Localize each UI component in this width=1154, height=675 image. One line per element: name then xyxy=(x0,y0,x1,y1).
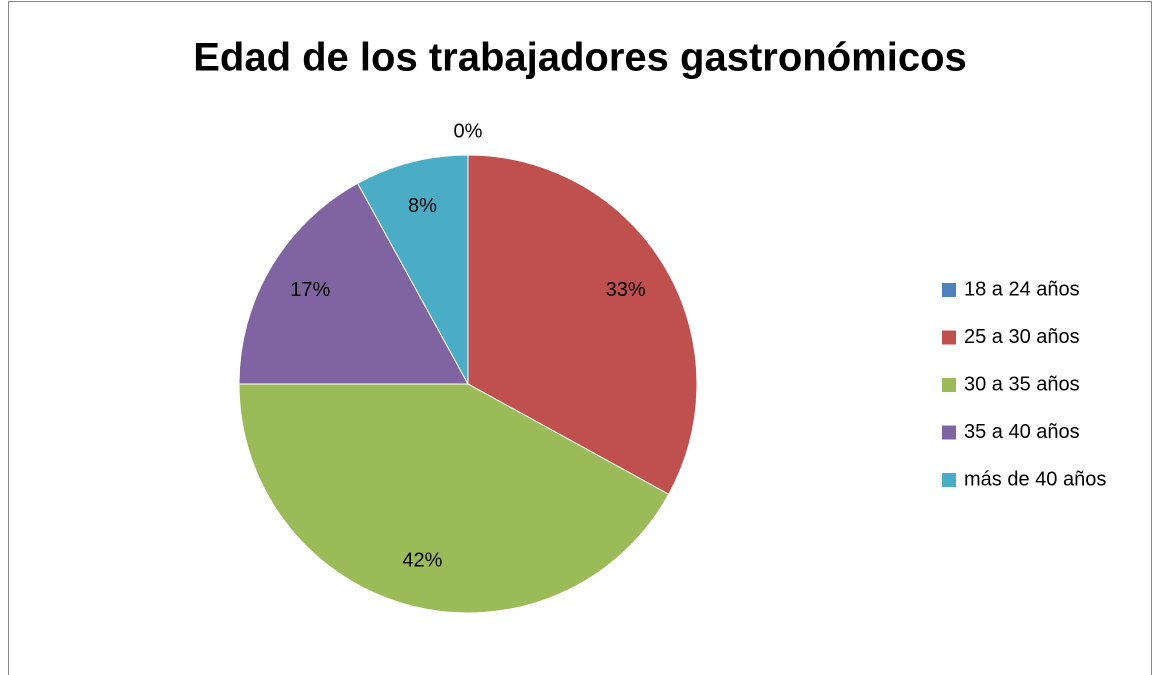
data-label: 42% xyxy=(402,550,442,572)
legend-swatch xyxy=(942,283,956,297)
data-label: 0% xyxy=(454,120,483,142)
chart-title: Edad de los trabajadores gastronómicos xyxy=(193,36,967,80)
legend-label: 18 a 24 años xyxy=(964,278,1080,300)
pie-slice xyxy=(467,154,698,496)
legend-swatch xyxy=(942,473,956,487)
legend-swatch xyxy=(942,378,956,392)
legend-label: más de 40 años xyxy=(964,468,1106,490)
legend-label: 35 a 40 años xyxy=(964,421,1080,443)
legend-label: 30 a 35 años xyxy=(964,373,1080,395)
legend-swatch xyxy=(942,330,956,345)
pie-slice xyxy=(238,383,670,614)
pie-slice xyxy=(356,154,469,385)
data-label: 17% xyxy=(290,279,330,301)
pie-slice xyxy=(238,182,469,385)
legend-label: 25 a 30 años xyxy=(964,326,1080,348)
data-label: 33% xyxy=(606,279,646,301)
data-label: 8% xyxy=(408,195,437,217)
legend-swatch xyxy=(942,425,956,440)
